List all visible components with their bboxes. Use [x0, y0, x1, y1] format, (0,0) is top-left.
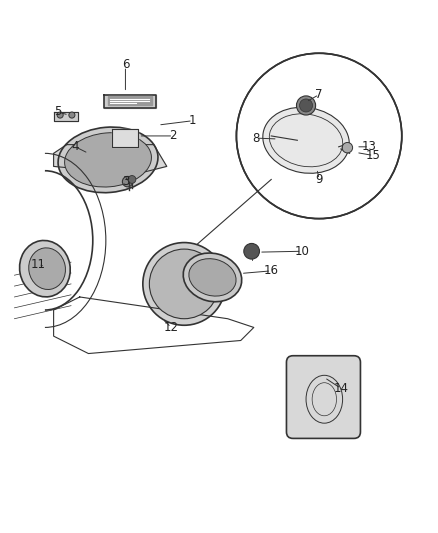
Text: 6: 6 [122, 58, 129, 70]
Ellipse shape [64, 133, 152, 187]
Polygon shape [113, 130, 138, 147]
Polygon shape [53, 112, 78, 120]
Circle shape [57, 112, 63, 118]
Text: 2: 2 [170, 130, 177, 142]
Polygon shape [53, 144, 167, 173]
Ellipse shape [183, 253, 242, 302]
Text: 8: 8 [252, 132, 260, 144]
Text: 14: 14 [333, 382, 348, 395]
Ellipse shape [58, 127, 158, 192]
Polygon shape [104, 94, 156, 108]
Circle shape [297, 96, 316, 115]
Circle shape [122, 176, 133, 187]
Text: 11: 11 [31, 258, 46, 271]
Text: 10: 10 [294, 245, 309, 258]
Circle shape [149, 249, 219, 319]
Circle shape [237, 53, 402, 219]
Circle shape [128, 175, 136, 183]
Circle shape [300, 99, 313, 112]
Text: 13: 13 [362, 140, 377, 154]
Ellipse shape [263, 107, 349, 173]
Ellipse shape [20, 240, 70, 297]
Polygon shape [108, 96, 152, 106]
Circle shape [69, 112, 75, 118]
Text: 9: 9 [315, 173, 323, 186]
Text: 1: 1 [189, 114, 197, 127]
Text: 12: 12 [164, 321, 179, 334]
Circle shape [244, 244, 259, 259]
Ellipse shape [29, 248, 65, 289]
Text: 3: 3 [122, 175, 129, 188]
Text: 4: 4 [72, 140, 79, 154]
Text: 7: 7 [315, 88, 323, 101]
Ellipse shape [189, 259, 236, 296]
Circle shape [143, 243, 226, 325]
Circle shape [342, 142, 353, 153]
FancyBboxPatch shape [286, 356, 360, 439]
Text: 5: 5 [54, 106, 62, 118]
Text: 16: 16 [264, 264, 279, 277]
Text: 15: 15 [366, 149, 381, 162]
